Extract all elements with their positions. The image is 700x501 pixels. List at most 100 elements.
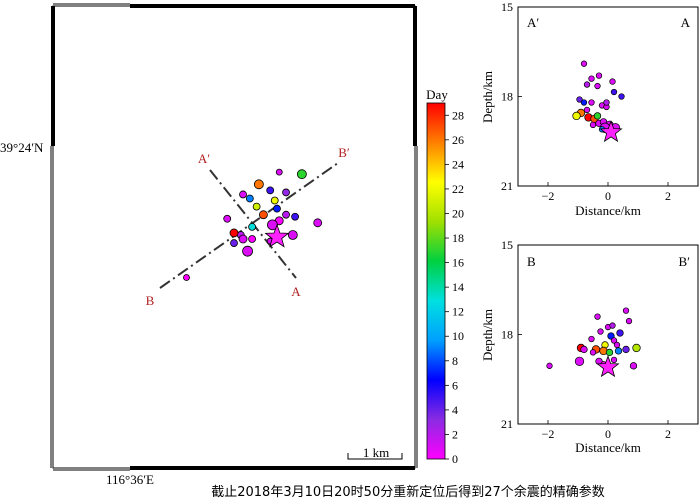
map-event	[245, 194, 254, 203]
colorbar-ramp	[426, 102, 446, 460]
map-event	[248, 235, 257, 243]
colorbar-tick-label: 20	[452, 206, 464, 220]
profile-b-event	[622, 345, 630, 354]
colorbar-tick-label: 0	[452, 452, 458, 466]
map-event	[313, 218, 323, 228]
profile-a-ytick-label: 15	[501, 0, 513, 14]
profile-b-event	[546, 362, 553, 369]
profile-b-event	[594, 313, 601, 320]
map-event	[223, 214, 232, 223]
map-event	[248, 222, 257, 231]
profile-b-event	[629, 362, 638, 370]
profile-b-event	[589, 349, 597, 356]
colorbar-tick-label: 22	[452, 182, 464, 196]
profile-a-event	[583, 81, 591, 88]
colorbar-tick-label: 12	[452, 305, 464, 319]
profile-a-xtick-label: 2	[665, 189, 671, 203]
profile-a-event	[618, 93, 625, 100]
profile-b-ytick-label: 15	[501, 238, 513, 252]
profile-b-event	[632, 343, 641, 353]
profile-b-events	[546, 307, 641, 370]
colorbar-tick-label: 24	[452, 157, 464, 171]
profile-b-event	[588, 335, 595, 343]
longitude-label: 116°36′E	[106, 472, 154, 487]
profile-a-left-label: A′	[527, 15, 539, 30]
profile-b-event	[597, 328, 604, 335]
profile-b-mainshock	[596, 355, 620, 378]
map-event	[239, 190, 247, 199]
profile-b-event	[610, 356, 618, 364]
profile-b-axes: −2 0 2 15 18 21	[501, 238, 671, 441]
profile-a-axes: −2 0 2 15 18 21	[501, 0, 671, 203]
colorbar-tick-label: 18	[452, 231, 464, 245]
map-event	[229, 228, 239, 238]
profile-b-event	[622, 307, 630, 314]
profile-a-xlabel: Distance/km	[575, 203, 641, 218]
profile-b-xtick-label: 0	[605, 427, 611, 441]
profile-a-right-label: A	[681, 15, 691, 30]
colorbar-tick-label: 6	[452, 378, 458, 392]
map-border-left-bar	[51, 6, 55, 146]
profile-a-events	[572, 60, 625, 133]
profile-label-b-map: B	[146, 293, 155, 308]
colorbar-tick-label: 16	[452, 256, 464, 270]
profile-b-event	[574, 356, 585, 367]
profile-a-ylabel: Depth/km	[480, 71, 495, 123]
map-event	[253, 179, 264, 190]
colorbar-tick-label: 26	[452, 133, 464, 147]
map-event	[273, 204, 281, 213]
profile-a-mainshock	[599, 120, 623, 143]
map-border-top-bar	[130, 4, 415, 8]
profile-a-event	[572, 111, 581, 121]
profile-b-ytick-label: 21	[501, 417, 513, 431]
map-event	[238, 234, 248, 244]
profile-b-panel: B B′ −2 0 2 15 18 21 Distance/km Depth/km	[480, 238, 699, 455]
map-event	[266, 186, 275, 195]
map-events	[183, 168, 323, 281]
map-event	[275, 168, 283, 176]
profile-a-event	[603, 99, 610, 106]
map-event	[270, 196, 279, 205]
map-event	[259, 210, 268, 220]
profile-b-event	[610, 337, 618, 344]
figure-caption: 截止2018年3月10日20时50分重新定位后得到27个余震的精确参数	[211, 484, 605, 500]
map-event	[282, 210, 290, 219]
map-event	[183, 274, 190, 281]
colorbar-tick-label: 14	[452, 280, 464, 294]
profile-a-xtick-label: −2	[542, 189, 555, 203]
profile-b-left-label: B	[527, 254, 536, 269]
colorbar-tick-label: 4	[452, 403, 458, 417]
profile-a-ytick-label: 21	[501, 179, 513, 193]
profile-a-event	[593, 112, 602, 120]
profile-b-event	[580, 345, 588, 354]
profile-a-mainshock-star	[599, 120, 623, 143]
map-event	[282, 188, 290, 197]
profile-b-xlabel: Distance/km	[575, 440, 641, 455]
profile-a-event	[588, 99, 595, 106]
profile-b-right-label: B′	[678, 254, 690, 269]
profile-a-event	[589, 121, 597, 128]
profile-b-ytick-label: 18	[501, 328, 513, 342]
colorbar-tick-label: 8	[452, 354, 458, 368]
profile-a-event	[576, 96, 583, 103]
profile-b-event	[613, 341, 621, 349]
map-event	[291, 212, 299, 221]
map-mainshock	[264, 223, 290, 248]
profile-a-event	[609, 78, 616, 85]
mainshock-star	[264, 223, 290, 248]
profile-a-event	[588, 75, 595, 82]
profile-b-event	[609, 322, 616, 329]
profile-a-event	[580, 60, 588, 67]
profile-b-ylabel: Depth/km	[480, 309, 495, 361]
profile-a-panel: A′ A −2 0 2 15 18 21 Distance/km Depth/km	[480, 0, 699, 218]
colorbar-title: Day	[426, 87, 448, 102]
profile-a-event	[594, 82, 601, 90]
profile-label-a-prime-map: A′	[198, 151, 210, 166]
map-event	[287, 230, 298, 240]
map-event	[296, 169, 307, 180]
profile-b-event	[605, 348, 614, 357]
profile-b-event	[614, 347, 623, 355]
